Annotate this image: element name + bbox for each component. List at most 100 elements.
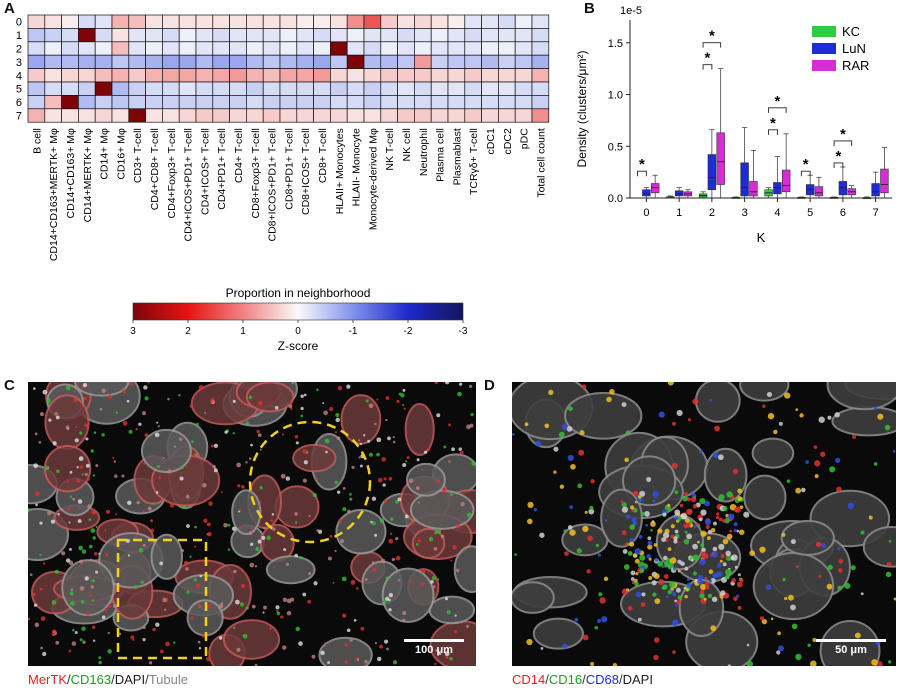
heatmap-cell [531,28,550,43]
heatmap-col-label: CD4+Foxp3+ T-cell [166,128,178,218]
cell-dot [143,385,148,390]
cell-dot [201,634,206,638]
heatmap-cell [313,54,331,69]
heatmap-cell [279,68,298,83]
cell-dot [257,539,262,544]
cell-dot [641,592,646,597]
cell-dot [360,626,365,631]
cell-dot [81,549,87,554]
cell-dot [308,572,312,576]
heatmap-cell [145,81,163,96]
cell-dot [194,453,198,457]
cell-dot [639,554,646,561]
scalebar-d-label: 50 μm [835,644,867,656]
cell-dot [692,504,698,509]
heatmap-row-label: 7 [16,111,22,123]
cell-dot [888,539,892,543]
cell-dot [167,397,170,401]
cell-dot [720,590,726,596]
heatmap-cell [279,14,298,29]
tubule-shape [150,533,184,580]
tubule-shape [703,447,748,503]
cell-dot [436,413,441,418]
cell-dot [335,413,340,418]
cell-dot [633,490,639,497]
cell-dot [569,529,576,536]
cell-dot [207,531,212,537]
cell-dot [227,523,231,527]
cell-dot [350,580,356,585]
cell-dot [342,613,347,618]
cell-dot [85,463,90,468]
cell-dot [627,551,633,556]
cell-dot [676,599,682,605]
cell-dot [597,618,602,623]
cell-dot [39,412,44,417]
cell-dot [829,466,836,473]
cell-dot [69,591,74,596]
cell-dot [101,433,105,437]
cell-dot [78,545,83,551]
cell-dot [99,407,103,411]
heatmap-cell [430,95,449,110]
cell-dot [403,407,406,410]
cell-dot [718,454,724,461]
cell-dot [512,433,515,436]
cell-dot [355,656,359,660]
cell-dot [87,504,92,509]
heatmap-cell [330,54,348,69]
cell-dot [142,625,146,630]
cell-dot [837,546,841,551]
boxplot-panel: 0.0 0.5 1.0 1.5 1e-5 Density (clusters/μm²) 0 1… [575,5,892,245]
heatmap-cell [498,28,516,43]
cell-dot [640,511,646,516]
heatmap-cell [229,68,247,83]
cell-dot [91,579,95,583]
heatmap-row-label: 2 [16,44,22,56]
cell-dot [707,529,713,535]
heatmap-cell [296,68,314,83]
cell-dot [428,536,434,542]
heatmap-cell [61,108,79,123]
cell-dot [647,536,652,541]
cell-dot [212,464,216,469]
cell-dot [712,546,718,552]
heatmap-cell [61,95,79,110]
cell-dot [344,643,348,647]
heatmap-cell [162,95,180,110]
cell-dot [72,628,75,632]
heatmap-col-label: cDC2 [502,128,514,154]
heatmap-cell [330,68,348,83]
significance-bracket [702,64,713,70]
cell-dot [455,568,460,572]
heatmap-cell [430,81,449,96]
heatmap-cell [27,81,46,96]
colorbar-tick-label: -3 [459,326,468,337]
cell-dot [347,509,351,514]
cell-dot [376,452,380,457]
significance-star: * [770,115,776,132]
cell-dot [847,502,855,510]
cell-dot [405,460,408,463]
cell-dot [548,389,554,396]
heatmap-cell [380,81,398,96]
cell-dot [209,398,215,404]
cell-dot [795,653,802,661]
heatmap-cell [531,95,550,110]
heatmap-cell [414,41,432,56]
cell-dot [561,424,568,430]
cell-dot [761,618,768,625]
cell-dot [449,493,453,496]
cell-dot [335,417,340,423]
cell-dot [45,465,50,470]
cell-dot [759,616,765,621]
cell-dot [84,472,88,477]
cell-dot [294,512,298,516]
cell-dot [767,412,775,420]
cell-dot [142,638,146,642]
y-tick-label: 0.0 [608,193,623,205]
heatmap-cell [514,95,533,110]
heatmap-cell [464,54,482,69]
cell-dot [886,561,892,567]
cell-dot [129,382,134,386]
